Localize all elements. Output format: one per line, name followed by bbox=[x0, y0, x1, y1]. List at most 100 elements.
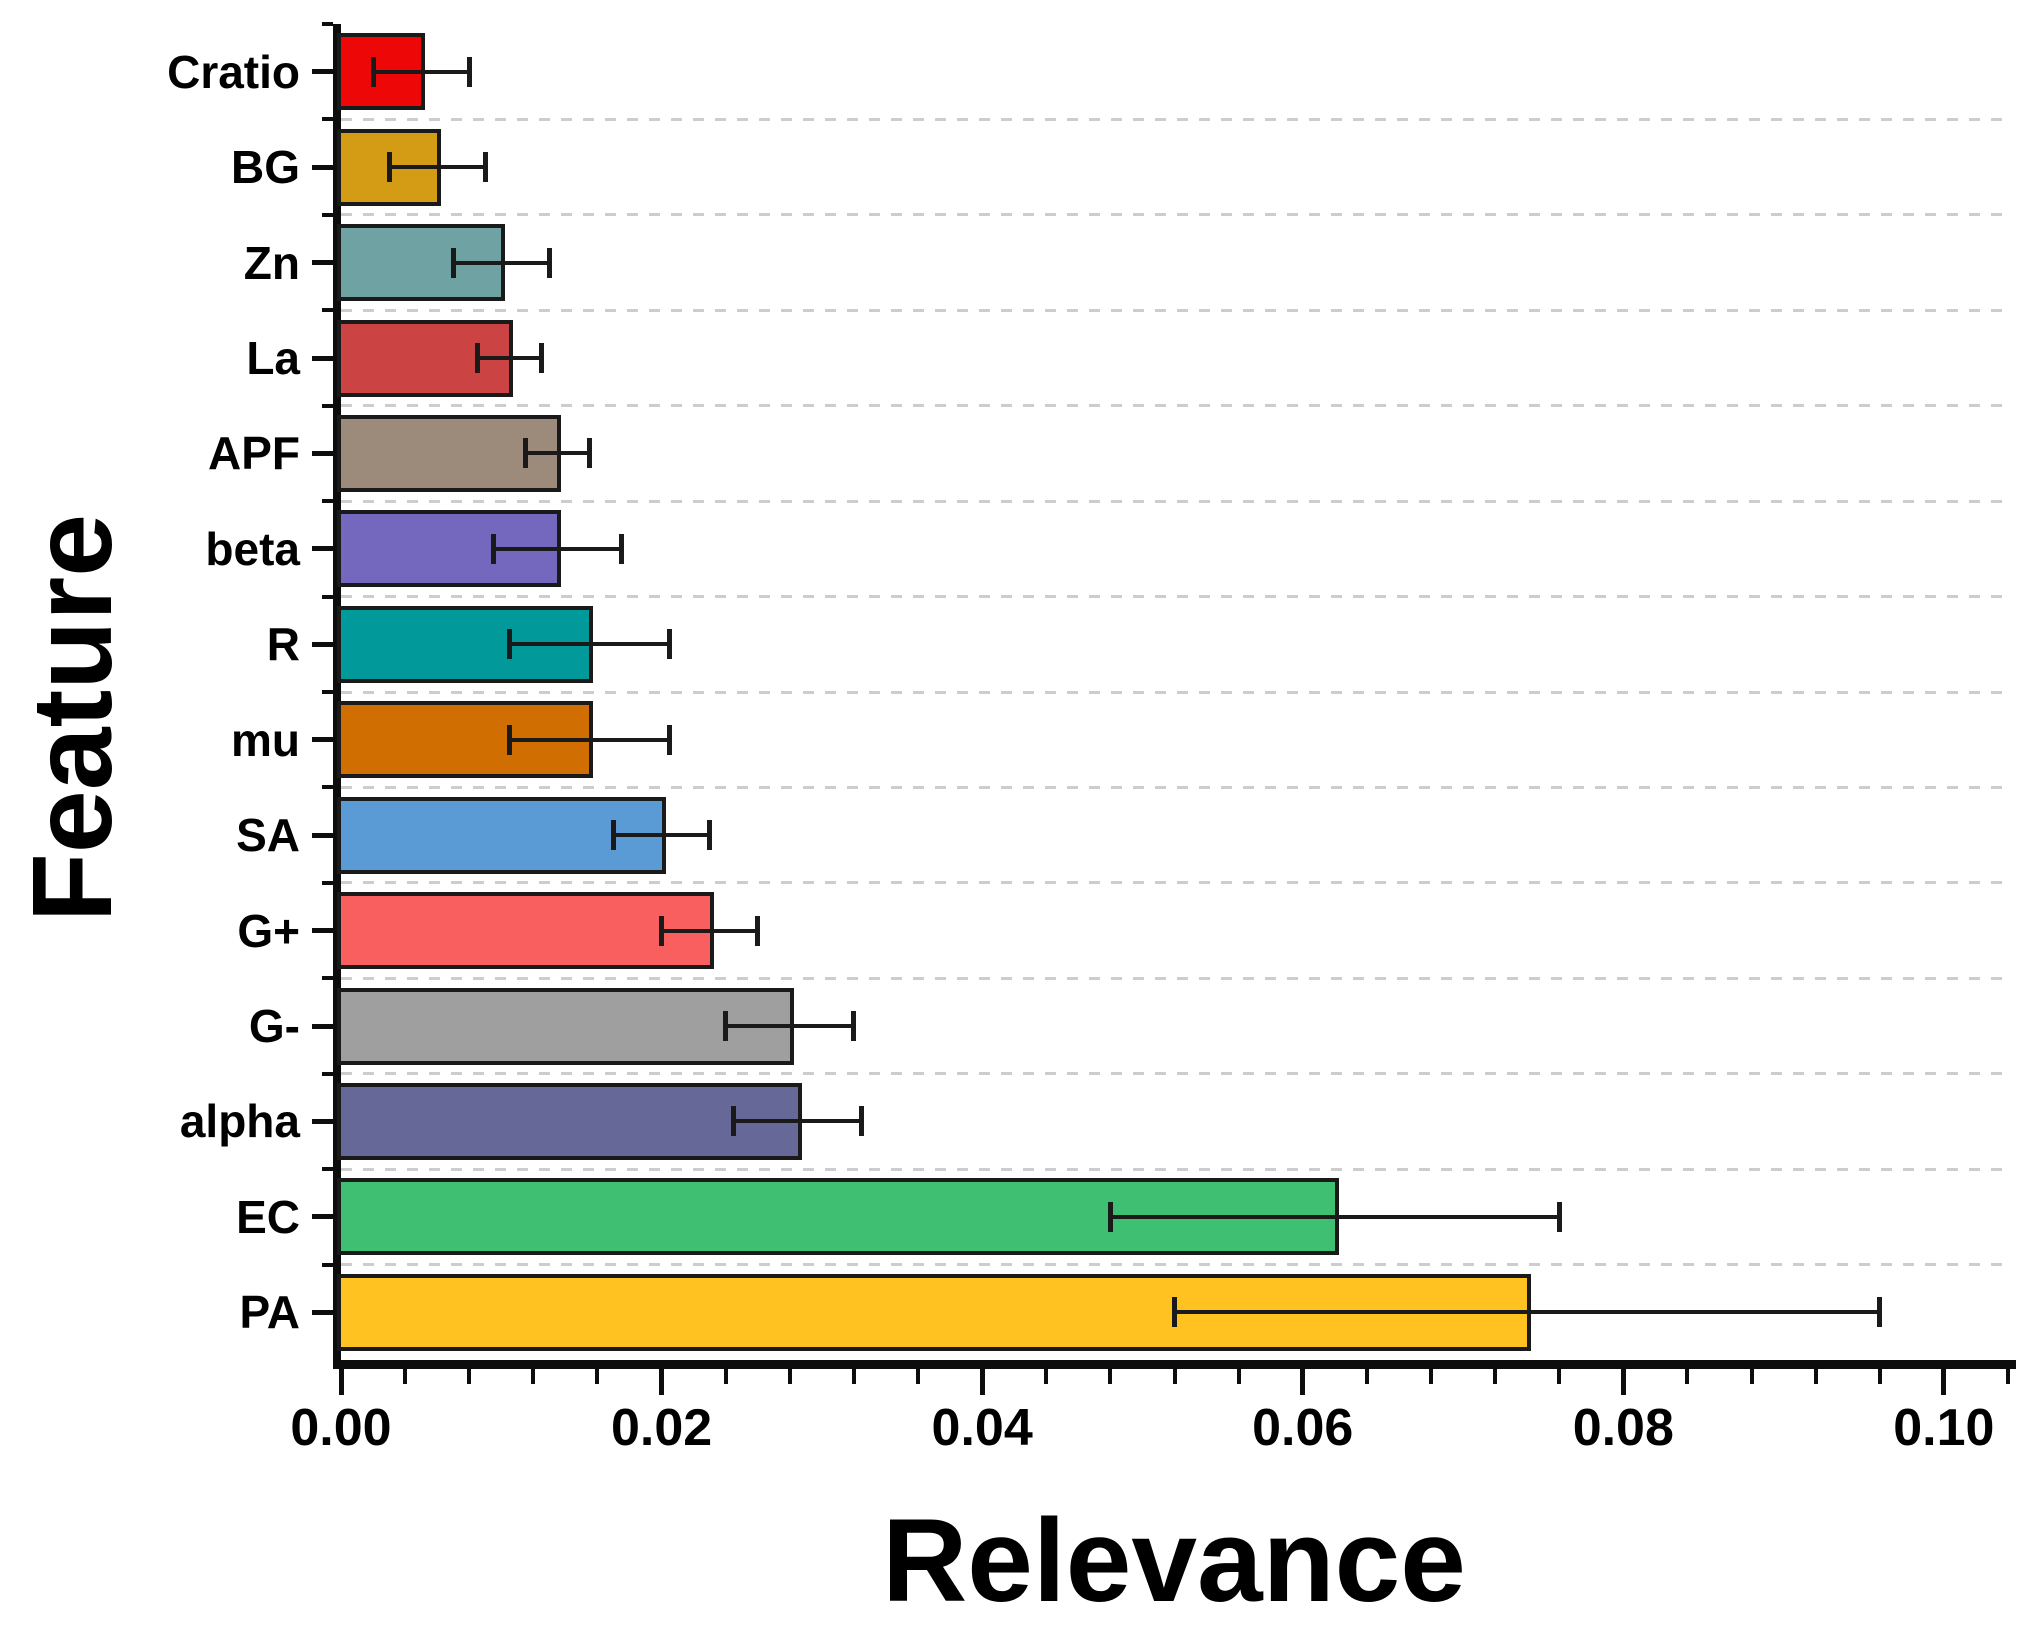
error-bar-APF bbox=[525, 451, 590, 456]
error-bar-G+ bbox=[661, 928, 758, 933]
x-axis-minor-tick bbox=[787, 1369, 792, 1384]
gridline bbox=[341, 404, 2008, 408]
gridline bbox=[341, 499, 2008, 503]
error-bar-cap-high-EC bbox=[1556, 1201, 1562, 1232]
x-axis-minor-tick bbox=[1108, 1369, 1113, 1384]
gridline bbox=[341, 595, 2008, 599]
error-bar-cap-low-Cratio bbox=[370, 56, 376, 87]
y-axis-minor-tick bbox=[322, 1167, 333, 1172]
x-axis-minor-tick bbox=[1685, 1369, 1690, 1384]
y-tick-label-BG: BG bbox=[231, 141, 300, 194]
error-bar-cap-high-R bbox=[667, 629, 673, 660]
x-axis-minor-tick bbox=[2006, 1369, 2010, 1384]
y-axis-minor-tick bbox=[322, 22, 333, 26]
y-axis-title: Feature bbox=[9, 513, 135, 923]
x-tick-label-0.00: 0.00 bbox=[290, 1399, 392, 1457]
error-bar-cap-low-alpha bbox=[731, 1106, 737, 1137]
error-bar-cap-low-beta bbox=[490, 533, 496, 564]
error-bar-cap-low-La bbox=[474, 343, 480, 373]
error-bar-cap-high-BG bbox=[482, 152, 488, 183]
y-axis-minor-tick bbox=[322, 499, 333, 504]
gridline bbox=[341, 117, 2008, 121]
y-axis-minor-tick bbox=[322, 117, 333, 122]
gridline bbox=[341, 690, 2008, 694]
gridline bbox=[341, 1167, 2008, 1171]
y-axis-minor-tick bbox=[322, 403, 333, 408]
y-tick-label-beta: beta bbox=[205, 522, 300, 575]
error-bar-Cratio bbox=[373, 69, 470, 74]
x-axis-minor-tick bbox=[403, 1369, 408, 1384]
error-bar-Zn bbox=[453, 260, 550, 265]
error-bar-cap-high-La bbox=[538, 343, 544, 373]
y-axis-major-tick-APF bbox=[312, 450, 333, 456]
error-bar-cap-high-mu bbox=[667, 724, 673, 755]
error-bar-cap-high-APF bbox=[586, 438, 592, 469]
y-tick-label-G-: G- bbox=[248, 1000, 300, 1052]
error-bar-EC bbox=[1110, 1214, 1560, 1219]
error-bar-cap-high-PA bbox=[1877, 1297, 1883, 1328]
y-axis-minor-tick bbox=[322, 594, 333, 599]
error-bar-cap-high-G- bbox=[851, 1011, 857, 1041]
y-axis-major-tick-mu bbox=[312, 737, 333, 743]
error-bar-cap-low-BG bbox=[386, 152, 392, 183]
y-axis-minor-tick bbox=[322, 880, 333, 885]
y-axis-minor-tick bbox=[322, 1071, 333, 1076]
gridline bbox=[341, 1263, 2008, 1267]
x-axis-minor-tick bbox=[1428, 1369, 1433, 1384]
bar-R bbox=[337, 605, 594, 683]
y-axis-major-tick-alpha bbox=[312, 1118, 333, 1124]
error-bar-SA bbox=[613, 833, 710, 838]
x-axis-title: Relevance bbox=[882, 1495, 1466, 1627]
error-bar-cap-high-alpha bbox=[859, 1106, 865, 1137]
error-bar-cap-low-Zn bbox=[450, 247, 456, 278]
error-bar-BG bbox=[389, 165, 486, 170]
x-axis-minor-tick bbox=[1364, 1369, 1369, 1384]
x-axis-minor-tick bbox=[723, 1369, 728, 1384]
x-axis-line bbox=[333, 1360, 2016, 1369]
y-axis-major-tick-BG bbox=[312, 164, 333, 170]
y-axis-major-tick-G+ bbox=[312, 928, 333, 934]
x-axis-major-tick-0.06 bbox=[1300, 1369, 1306, 1395]
x-axis-minor-tick bbox=[1749, 1369, 1754, 1384]
gridline bbox=[341, 976, 2008, 980]
error-bar-La bbox=[477, 356, 542, 360]
x-axis-minor-tick bbox=[595, 1369, 600, 1384]
error-bar-G- bbox=[725, 1024, 854, 1028]
x-axis-minor-tick bbox=[1172, 1369, 1177, 1384]
gridline bbox=[341, 308, 2008, 312]
error-bar-cap-low-EC bbox=[1107, 1201, 1113, 1232]
y-axis-major-tick-G- bbox=[312, 1023, 333, 1029]
x-tick-label-0.04: 0.04 bbox=[931, 1399, 1033, 1457]
x-axis-minor-tick bbox=[1877, 1369, 1882, 1384]
x-axis-minor-tick bbox=[1493, 1369, 1498, 1384]
x-axis-major-tick-0.08 bbox=[1620, 1369, 1626, 1395]
error-bar-cap-high-G+ bbox=[755, 915, 761, 946]
error-bar-cap-low-mu bbox=[506, 724, 512, 755]
error-bar-cap-low-PA bbox=[1172, 1297, 1177, 1328]
y-tick-label-G+: G+ bbox=[237, 904, 300, 957]
y-tick-label-Cratio: Cratio bbox=[167, 45, 300, 98]
gridline bbox=[341, 785, 2008, 789]
x-axis-minor-tick bbox=[467, 1369, 472, 1384]
y-tick-label-mu: mu bbox=[231, 713, 300, 766]
x-axis-major-tick-0.04 bbox=[979, 1369, 985, 1395]
y-tick-label-R: R bbox=[266, 618, 300, 671]
x-axis-minor-tick bbox=[1557, 1369, 1562, 1384]
error-bar-cap-high-Cratio bbox=[466, 56, 472, 87]
y-axis-major-tick-EC bbox=[312, 1214, 333, 1220]
x-axis-minor-tick bbox=[1236, 1369, 1241, 1384]
y-axis-major-tick-PA bbox=[312, 1309, 333, 1315]
x-tick-label-0.06: 0.06 bbox=[1252, 1399, 1354, 1457]
y-axis-minor-tick bbox=[322, 308, 333, 313]
y-axis-minor-tick bbox=[322, 1262, 333, 1267]
bar-SA bbox=[337, 796, 666, 874]
y-axis-major-tick-beta bbox=[312, 546, 333, 552]
y-tick-label-PA: PA bbox=[239, 1286, 301, 1339]
gridline bbox=[341, 1072, 2008, 1076]
y-axis-minor-tick bbox=[322, 690, 333, 694]
x-axis-major-tick-0.02 bbox=[659, 1369, 665, 1395]
error-bar-cap-low-G+ bbox=[659, 915, 665, 946]
error-bar-PA bbox=[1174, 1310, 1880, 1315]
